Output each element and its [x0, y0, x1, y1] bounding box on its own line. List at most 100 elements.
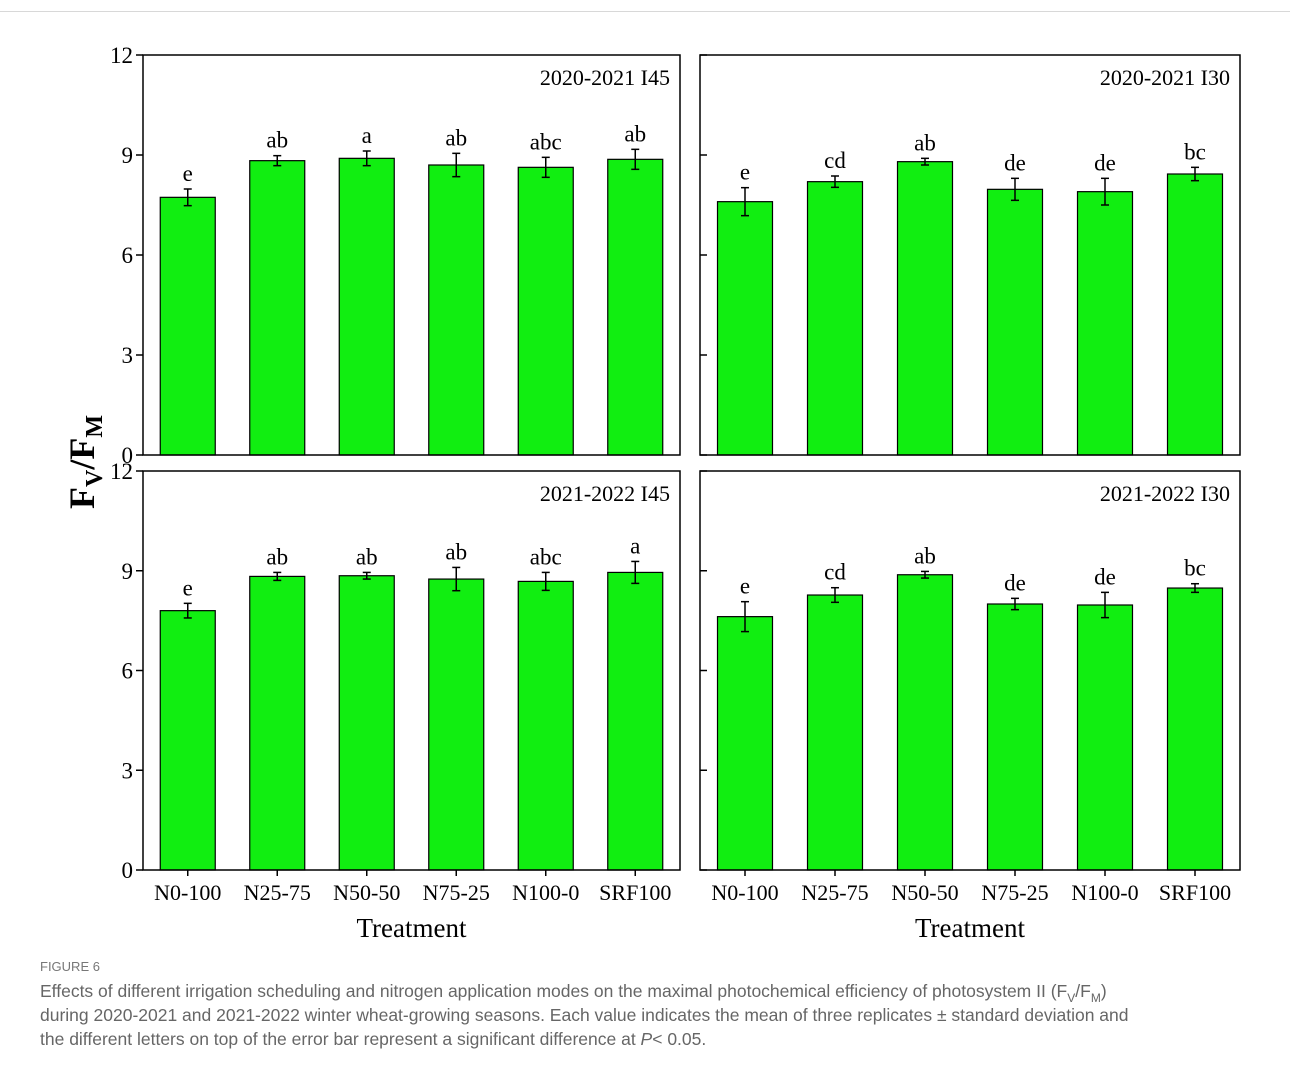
y-tick-label: 0: [122, 443, 134, 468]
bar: [517, 580, 574, 871]
y-tick-label: 9: [122, 559, 134, 584]
bar: [716, 616, 774, 871]
caption-segment: ): [1101, 981, 1107, 1001]
plot-frame: [699, 470, 1241, 871]
bar: [896, 161, 954, 456]
bar: [1166, 173, 1224, 456]
bar: [517, 166, 574, 456]
x-tick-label: SRF100: [1159, 880, 1231, 905]
y-tick-label: 12: [110, 43, 133, 68]
significance-letter: a: [362, 123, 372, 148]
x-tick-label: SRF100: [599, 880, 671, 905]
bar: [428, 164, 485, 456]
y-tick-label: 12: [110, 459, 133, 484]
significance-letter: de: [1004, 150, 1026, 175]
bar: [607, 571, 664, 871]
bar: [1076, 604, 1134, 871]
x-axis-label: Treatment: [915, 913, 1025, 943]
significance-letter: de: [1094, 150, 1116, 175]
significance-letter: bc: [1184, 139, 1206, 164]
panel-title: 2021-2022 I30: [1100, 481, 1230, 506]
significance-letter: e: [183, 575, 193, 600]
x-tick-label: N25-75: [801, 880, 868, 905]
significance-letter: ab: [266, 128, 288, 153]
bar: [428, 578, 485, 871]
y-label-part: F: [62, 487, 102, 509]
y-label-part: M: [82, 415, 108, 438]
x-axis-label: Treatment: [357, 913, 467, 943]
bar: [159, 196, 216, 456]
caption-segment: during 2020-2021 and 2021-2022 winter wh…: [40, 1005, 1129, 1025]
significance-letter: de: [1004, 570, 1026, 595]
bar: [249, 160, 306, 456]
figure-label: FIGURE 6: [40, 959, 100, 974]
x-tick-label: N75-25: [981, 880, 1048, 905]
caption-line: Effects of different irrigation scheduli…: [40, 981, 1107, 1005]
bar: [806, 594, 864, 871]
caption-segment: V: [1067, 991, 1075, 1005]
caption-segment: < 0.05.: [652, 1029, 706, 1049]
x-tick-label: N50-50: [891, 880, 958, 905]
x-tick-label: N0-100: [711, 880, 778, 905]
panel-title: 2020-2021 I30: [1100, 65, 1230, 90]
bar: [1076, 191, 1134, 456]
y-tick-label: 9: [122, 143, 134, 168]
bar: [986, 603, 1044, 871]
panel-title: 2021-2022 I45: [540, 481, 670, 506]
caption-segment: the different letters on top of the erro…: [40, 1029, 641, 1049]
x-tick-label: N75-25: [423, 880, 490, 905]
bar: [806, 181, 864, 456]
plot-frame: [699, 54, 1241, 456]
plot-frame: [142, 54, 681, 456]
significance-letter: abc: [530, 544, 562, 569]
caption-segment: P: [641, 1029, 653, 1049]
x-tick-label: N100-0: [1071, 880, 1138, 905]
significance-letter: ab: [356, 544, 378, 569]
x-tick-label: N0-100: [154, 880, 221, 905]
panel-title: 2020-2021 I45: [540, 65, 670, 90]
plot-frame: [142, 470, 681, 871]
caption-segment: /F: [1075, 981, 1091, 1001]
significance-letter: abc: [530, 129, 562, 154]
bar: [1166, 587, 1224, 871]
x-tick-label: N100-0: [512, 880, 579, 905]
significance-letter: cd: [824, 560, 846, 585]
significance-letter: ab: [914, 130, 936, 155]
bar: [986, 188, 1044, 456]
significance-letter: bc: [1184, 556, 1206, 581]
significance-letter: e: [740, 160, 750, 185]
y-label-part: /F: [62, 438, 102, 471]
significance-letter: cd: [824, 148, 846, 173]
y-tick-label: 3: [122, 343, 134, 368]
y-tick-label: 6: [122, 243, 134, 268]
bar: [249, 575, 306, 871]
significance-letter: ab: [624, 121, 646, 146]
x-tick-label: N25-75: [244, 880, 311, 905]
x-tick-label: N50-50: [333, 880, 400, 905]
bar: [338, 157, 395, 456]
significance-letter: ab: [445, 539, 467, 564]
y-tick-label: 6: [122, 659, 134, 684]
y-tick-label: 3: [122, 758, 134, 783]
y-label-part: V: [82, 469, 108, 487]
significance-letter: ab: [266, 544, 288, 569]
significance-letter: e: [183, 161, 193, 186]
caption-line: during 2020-2021 and 2021-2022 winter wh…: [40, 1005, 1129, 1025]
significance-letter: ab: [914, 543, 936, 568]
caption-segment: Effects of different irrigation scheduli…: [40, 981, 1067, 1001]
significance-letter: a: [630, 533, 640, 558]
caption-line: the different letters on top of the erro…: [40, 1029, 706, 1049]
significance-letter: e: [740, 574, 750, 599]
y-tick-label: 0: [122, 858, 134, 883]
caption-segment: M: [1091, 991, 1101, 1005]
significance-letter: de: [1094, 564, 1116, 589]
bar: [716, 201, 774, 456]
bar: [896, 574, 954, 871]
bar: [607, 158, 664, 456]
bar: [338, 575, 395, 871]
significance-letter: ab: [445, 125, 467, 150]
bar: [159, 610, 216, 871]
y-axis-label: FV/FM: [62, 415, 108, 509]
